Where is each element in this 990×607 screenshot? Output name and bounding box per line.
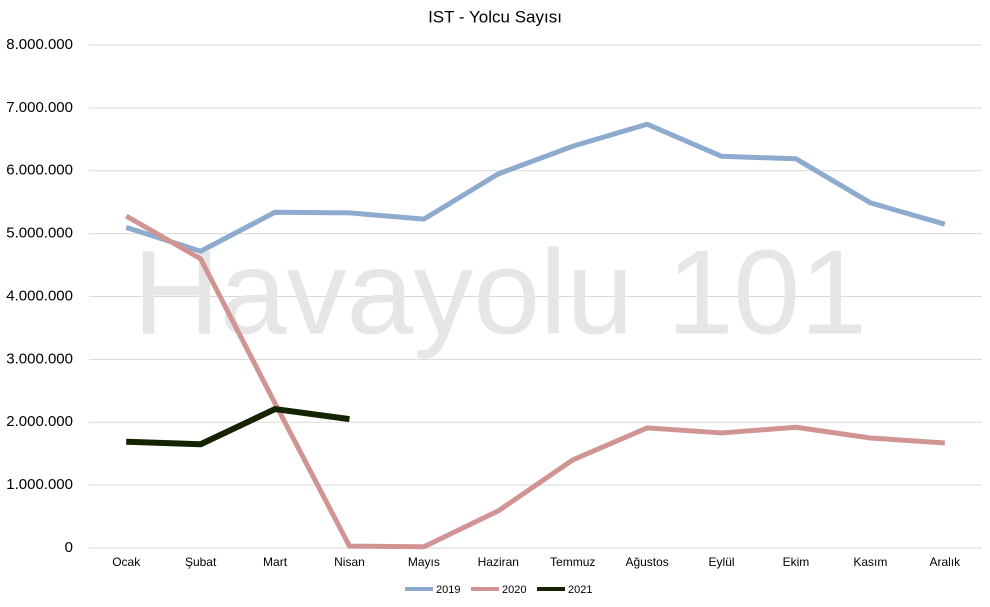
x-tick-label: Şubat bbox=[185, 555, 217, 569]
y-tick-label: 1.000.000 bbox=[6, 476, 73, 493]
y-tick-label: 2.000.000 bbox=[6, 413, 73, 430]
series-line bbox=[125, 121, 946, 254]
x-tick-label: Mart bbox=[263, 555, 288, 569]
y-tick-label: 0 bbox=[65, 539, 73, 556]
y-tick-label: 5.000.000 bbox=[6, 225, 73, 242]
legend-item: 2020 bbox=[471, 584, 526, 596]
series-line bbox=[124, 213, 945, 550]
legend-item: 2021 bbox=[537, 584, 592, 596]
series-line bbox=[126, 406, 350, 448]
x-tick-label: Kasım bbox=[853, 555, 887, 569]
x-tick-label: Temmuz bbox=[550, 555, 595, 569]
legend-label: 2019 bbox=[436, 584, 460, 596]
x-tick-label: Mayıs bbox=[408, 555, 440, 569]
y-tick-label: 7.000.000 bbox=[6, 99, 73, 116]
legend-item: 2019 bbox=[405, 584, 460, 596]
x-tick-label: Eylül bbox=[709, 555, 735, 569]
x-tick-label: Ekim bbox=[783, 555, 810, 569]
x-tick-label: Ocak bbox=[112, 555, 141, 569]
x-tick-label: Nisan bbox=[334, 555, 365, 569]
legend-label: 2020 bbox=[502, 584, 526, 596]
y-tick-label: 8.000.000 bbox=[6, 36, 73, 53]
x-tick-label: Haziran bbox=[478, 555, 519, 569]
y-tick-label: 6.000.000 bbox=[6, 162, 73, 179]
x-tick-label: Ağustos bbox=[625, 555, 668, 569]
chart-title: IST - Yolcu Sayısı bbox=[428, 7, 562, 26]
y-tick-label: 3.000.000 bbox=[6, 350, 73, 367]
legend-label: 2021 bbox=[568, 584, 592, 596]
watermark: Havayolu 101 bbox=[133, 226, 867, 360]
x-tick-label: Aralık bbox=[929, 555, 961, 569]
y-tick-label: 4.000.000 bbox=[6, 287, 73, 304]
